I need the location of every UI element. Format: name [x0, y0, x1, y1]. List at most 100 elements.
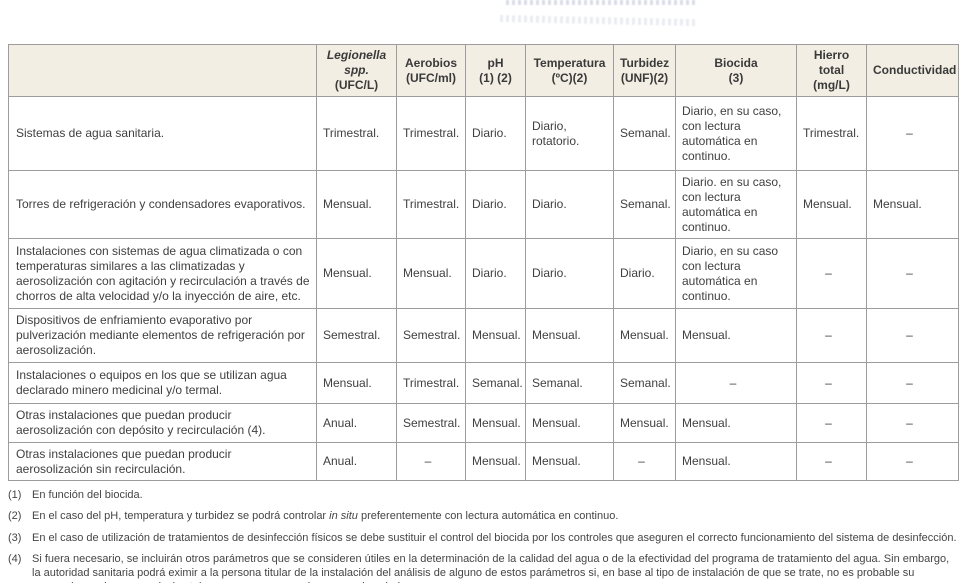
header-hierro-unit: (mg/L): [813, 78, 850, 92]
cell-ph: Mensual.: [465, 403, 526, 443]
row-label: Sistemas de agua sanitaria.: [8, 96, 317, 171]
header-ph-name: pH: [487, 55, 504, 70]
cell-hierro: Trimestral.: [796, 96, 867, 171]
header-ph-unit: (1) (2): [479, 70, 512, 85]
cell-temperatura: Mensual.: [525, 403, 614, 443]
footnote-4: (4) Si fuera necesario, se incluirán otr…: [8, 552, 958, 583]
cell-conductividad: Mensual.: [866, 170, 959, 239]
cell-legionella: Mensual.: [316, 238, 397, 309]
cell-legionella: Trimestral.: [316, 96, 397, 171]
cell-turbidez: Semanal.: [613, 96, 676, 171]
cell-temperatura: Diario.: [525, 170, 614, 239]
header-aerobios: Aerobios (UFC/ml): [396, 44, 466, 97]
header-aerobios-unit: (UFC/ml): [406, 70, 456, 85]
cell-conductividad: –: [866, 96, 959, 171]
footnote-3: (3) En el caso de utilización de tratami…: [8, 531, 958, 545]
cell-temperatura: Mensual.: [525, 442, 614, 481]
table-row: Sistemas de agua sanitaria. Trimestral. …: [8, 96, 959, 171]
cell-turbidez: Semanal.: [613, 362, 676, 404]
header-legionella-name: Legionella spp.: [326, 48, 387, 77]
cell-turbidez: Diario.: [613, 238, 676, 309]
table-row: Otras instalaciones que puedan producir …: [8, 442, 959, 481]
cell-biocida: Mensual.: [675, 442, 797, 481]
cell-conductividad: –: [866, 238, 959, 309]
cell-aerobios: Semestral.: [396, 308, 466, 363]
cell-legionella: Semestral.: [316, 308, 397, 363]
cell-turbidez: Semanal.: [613, 170, 676, 239]
header-biocida-name: Biocida: [714, 55, 758, 70]
footnote-text-pre: En el caso de utilización de tratamiento…: [32, 531, 957, 544]
cell-aerobios: Mensual.: [396, 238, 466, 309]
cell-hierro: –: [796, 442, 867, 481]
table-row: Instalaciones con sistemas de agua clima…: [8, 238, 959, 309]
row-label: Instalaciones con sistemas de agua clima…: [8, 238, 317, 309]
table-row: Otras instalaciones que puedan producir …: [8, 403, 959, 443]
header-turbidez: Turbidez (UNF)(2): [613, 44, 676, 97]
footnote-number: (4): [8, 552, 22, 565]
header-conductividad: Conductividad: [866, 44, 959, 97]
row-label: Otras instalaciones que puedan producir …: [8, 442, 317, 481]
footnote-number: (2): [8, 510, 22, 523]
footnote-text-pre: En función del biocida.: [32, 489, 143, 501]
footnote-text: En función del biocida.: [32, 488, 958, 502]
header-hierro-total: Hierro total (mg/L): [796, 44, 867, 97]
cell-biocida: Diario, en su caso con lectura automátic…: [675, 238, 797, 309]
row-label: Otras instalaciones que puedan producir …: [8, 403, 317, 443]
footnote-1: (1) En función del biocida.: [8, 488, 958, 502]
cell-hierro: –: [796, 238, 867, 309]
cell-temperatura: Semanal.: [525, 362, 614, 404]
cell-conductividad: –: [866, 403, 959, 443]
header-hierro-name: Hierro total: [813, 48, 850, 77]
cell-biocida: Diario, en su caso, con lectura automáti…: [675, 96, 797, 171]
cell-turbidez: –: [613, 442, 676, 481]
cell-temperatura: Diario.: [525, 238, 614, 309]
cell-biocida: Diario. en su caso, con lectura automáti…: [675, 170, 797, 239]
cropped-text-artifact: [499, 14, 696, 27]
cell-temperatura: Mensual.: [525, 308, 614, 363]
table-row: Instalaciones o equipos en los que se ut…: [8, 362, 959, 404]
header-legionella: Legionella spp. (UFC/L): [316, 44, 397, 97]
header-conductividad-name: Conductividad: [873, 63, 957, 77]
row-label: Dispositivos de enfriamiento evaporativo…: [8, 308, 317, 363]
header-aerobios-name: Aerobios: [404, 55, 457, 70]
header-turbidez-name: Turbidez: [620, 55, 670, 70]
cell-ph: Semanal.: [465, 362, 526, 404]
cell-legionella: Anual.: [316, 403, 397, 443]
sampling-frequency-table: Legionella spp. (UFC/L) Aerobios (UFC/ml…: [8, 44, 959, 481]
cell-aerobios: Trimestral.: [396, 362, 466, 404]
cell-conductividad: –: [866, 362, 959, 404]
cell-conductividad: –: [866, 442, 959, 481]
cropped-text-artifact: [506, 0, 696, 5]
footnotes-section: (1) En función del biocida. (2) En el ca…: [8, 488, 958, 583]
header-temperatura: Temperatura (ºC)(2): [525, 44, 614, 97]
footnote-text-pre: Si fuera necesario, se incluirán otros p…: [32, 552, 950, 583]
header-legionella-unit: (UFC/L): [334, 78, 379, 92]
header-turbidez-unit: (UNF)(2): [620, 70, 669, 85]
cell-legionella: Anual.: [316, 442, 397, 481]
cell-hierro: Mensual.: [796, 170, 867, 239]
header-installation: [8, 44, 317, 97]
cell-ph: Mensual.: [465, 442, 526, 481]
row-label: Instalaciones o equipos en los que se ut…: [8, 362, 317, 404]
header-temperatura-unit: (ºC)(2): [551, 70, 588, 85]
table-header-row: Legionella spp. (UFC/L) Aerobios (UFC/ml…: [8, 44, 959, 97]
cell-hierro: –: [796, 362, 867, 404]
cell-aerobios: Trimestral.: [396, 170, 466, 239]
cell-hierro: –: [796, 403, 867, 443]
header-ph: pH (1) (2): [465, 44, 526, 97]
footnote-text-pre: En el caso del pH, temperatura y turbide…: [32, 510, 330, 523]
cell-aerobios: Trimestral.: [396, 96, 466, 171]
footnote-text-post: preferentemente con lectura automática e…: [357, 510, 619, 523]
table-row: Dispositivos de enfriamiento evaporativo…: [8, 308, 959, 363]
cell-biocida: Mensual.: [675, 403, 797, 443]
footnote-text-italic: in situ: [329, 510, 358, 523]
footnote-text: En el caso del pH, temperatura y turbide…: [32, 509, 958, 523]
cell-aerobios: –: [396, 442, 466, 481]
cell-legionella: Mensual.: [316, 362, 397, 404]
cell-biocida: Mensual.: [675, 308, 797, 363]
cell-hierro: –: [796, 308, 867, 363]
table-row: Torres de refrigeración y condensadores …: [8, 170, 959, 239]
footnote-number: (3): [8, 531, 22, 544]
cell-legionella: Mensual.: [316, 170, 397, 239]
header-biocida-unit: (3): [728, 70, 744, 85]
